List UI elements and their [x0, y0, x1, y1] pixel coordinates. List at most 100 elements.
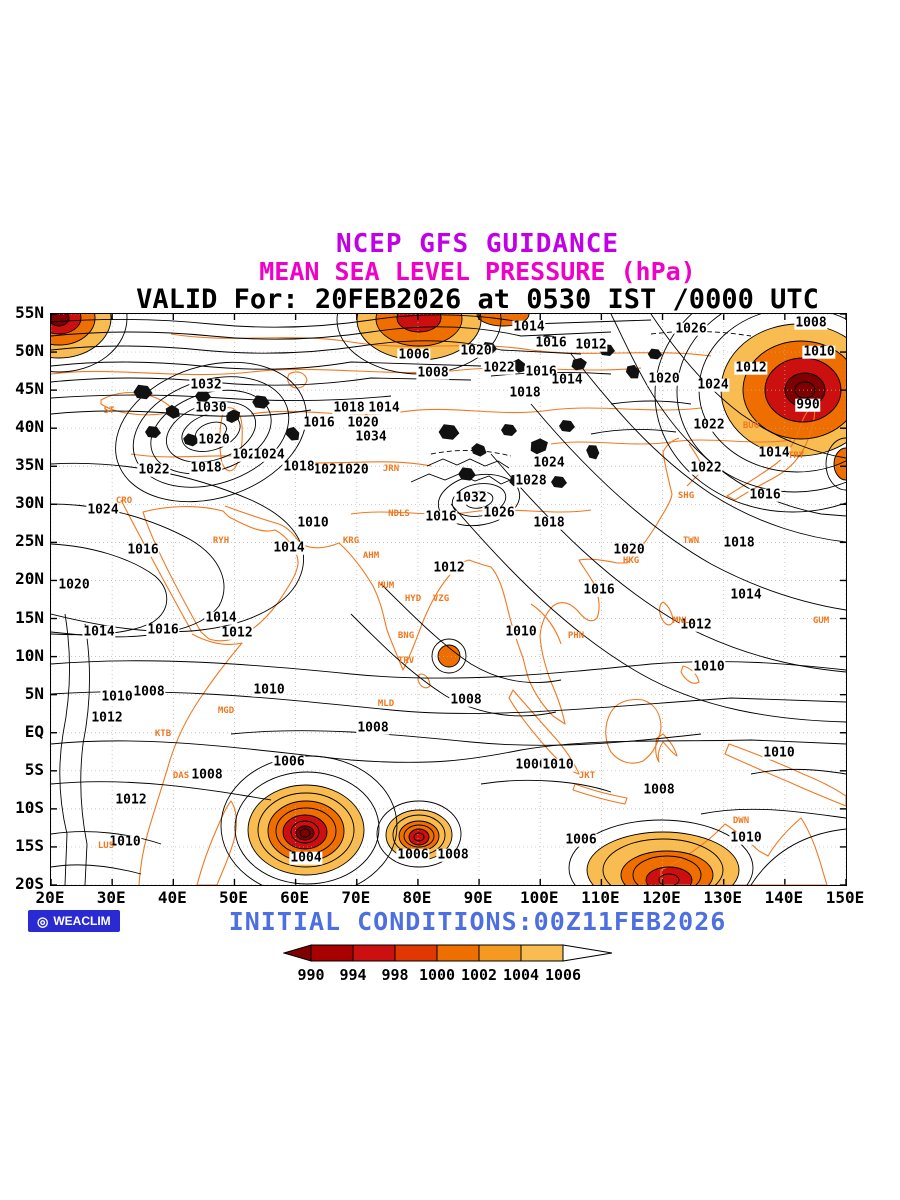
contour-label: 1022 — [137, 462, 171, 478]
contour-label: 1020 — [197, 432, 231, 448]
contour-label: 1010 — [802, 344, 836, 360]
colorbar-scale — [282, 944, 613, 962]
contour-label: 990 — [795, 397, 821, 413]
contour-label: 1006 — [564, 832, 598, 848]
contour-label: 1006 — [514, 757, 548, 773]
colorbar-segment — [394, 944, 438, 962]
contour-label: 1020 — [647, 371, 681, 387]
weaclim-text: WEACLIM — [53, 914, 111, 928]
colorbar-segment — [478, 944, 522, 962]
station-label-layer: ST CRO RYH JRN NDLS KRG AHM MUM HYD VZG BNG TRV MLD M… — [51, 314, 846, 885]
station-label: ST — [103, 406, 115, 416]
colorbar-segment — [352, 944, 396, 962]
lat-tick-label: 10N — [15, 645, 44, 665]
colorbar-tick-label: 998 — [381, 966, 409, 984]
station-label: TRY — [787, 451, 805, 461]
lat-tick-label: 50N — [15, 341, 44, 361]
contour-label: 1032 — [454, 490, 488, 506]
contour-label: 1010 — [504, 624, 538, 640]
station-label: DWN — [732, 816, 750, 826]
lat-tick-label: 35N — [15, 455, 44, 475]
colorbar-tick-label: 1000 — [418, 966, 456, 984]
weaclim-icon: ◎ — [37, 913, 49, 929]
lon-tick-label: 80E — [402, 888, 432, 907]
lat-tick-label: 40N — [15, 417, 44, 437]
lat-tick-label: 5N — [24, 683, 44, 703]
station-label: CRO — [115, 496, 133, 506]
contour-label: 1010 — [762, 745, 796, 761]
contour-label: 1008 — [416, 365, 450, 381]
contour-label: 1014 — [512, 319, 546, 335]
contour-label: 1010 — [729, 830, 763, 846]
lon-tick-label: 30E — [96, 888, 126, 907]
contour-label: 1010 — [692, 659, 726, 675]
contour-label: 1010 — [252, 682, 286, 698]
contour-label: 1010 — [541, 757, 575, 773]
contour-label: 1008 — [642, 782, 676, 798]
contour-label: 1026 — [674, 321, 708, 337]
contour-label: 1028 — [514, 473, 548, 489]
station-label: LUS — [97, 841, 115, 851]
contour-label: 1012 — [114, 792, 148, 808]
colorbar-tick-label: 994 — [339, 966, 367, 984]
station-label: MUM — [377, 581, 395, 591]
contour-label: 1030 — [194, 400, 228, 416]
contour-label: 1008 — [436, 847, 470, 863]
colorbar-arrow-high — [562, 944, 613, 962]
station-label: VZG — [432, 594, 450, 604]
contour-label: 1016 — [302, 415, 336, 431]
station-label: MLD — [377, 699, 395, 709]
lon-tick-label: 100E — [519, 888, 559, 907]
lon-tick-label: 150E — [825, 888, 865, 907]
contour-label: 1016 — [146, 622, 180, 638]
title-field: MEAN SEA LEVEL PRESSURE (hPa) — [259, 257, 696, 286]
contour-label: 1008 — [356, 720, 390, 736]
contour-label: 1010 — [296, 515, 330, 531]
contour-label: 1014 — [204, 610, 238, 626]
contour-label: 1024 — [252, 447, 286, 463]
colorbar: 990 994 998 1000 1002 1004 1006 — [282, 944, 615, 988]
contour-label: 1024 — [86, 502, 120, 518]
pressure-map: 1014 1016 1006 1020 1008 1022 1016 1014 1018 1012… — [50, 313, 847, 886]
station-label: TWN — [682, 536, 700, 546]
contour-label: 1020 — [336, 462, 370, 478]
station-label: KRG — [342, 536, 360, 546]
contour-label: 1020 — [459, 343, 493, 359]
lat-tick-label: 25N — [15, 531, 44, 551]
station-label: JKT — [578, 771, 596, 781]
colorbar-segment — [310, 944, 354, 962]
colorbar-tick-label: 1002 — [460, 966, 498, 984]
station-label: MGD — [217, 706, 235, 716]
station-label: RYH — [212, 536, 230, 546]
lat-tick-label: 15S — [15, 835, 44, 855]
contour-label: 1022 — [689, 460, 723, 476]
contour-label: 1018 — [532, 515, 566, 531]
contour-label: 1018 — [282, 459, 316, 475]
contour-label: 1018 — [722, 535, 756, 551]
contour-label: 1026 — [482, 505, 516, 521]
weaclim-logo: ◎ WEACLIM — [28, 910, 120, 932]
lon-tick-label: 140E — [764, 888, 804, 907]
colorbar-tick-label: 1004 — [502, 966, 540, 984]
contour-label: 1020 — [346, 415, 380, 431]
station-label: TRV — [397, 656, 415, 666]
contour-label: 1032 — [189, 377, 223, 393]
contour-label: 1012 — [574, 337, 608, 353]
station-label: JRN — [382, 464, 400, 474]
contour-label: 1022 — [482, 360, 516, 376]
lat-tick-label: EQ — [24, 721, 44, 741]
station-label: GUM — [812, 616, 830, 626]
lon-tick-label: 40E — [157, 888, 187, 907]
contour-label: 1012 — [432, 560, 466, 576]
contour-label: 1014 — [550, 372, 584, 388]
contour-label: 1020 — [612, 542, 646, 558]
contour-label: 1014 — [367, 400, 401, 416]
lon-tick-label: 90E — [463, 888, 493, 907]
contour-label: 1016 — [126, 542, 160, 558]
lon-tick-label: 60E — [280, 888, 310, 907]
contour-label: 1018 — [332, 400, 366, 416]
contour-label-layer: 1014 1016 1006 1020 1008 1022 1016 1014 1018 1012… — [51, 314, 846, 885]
station-label: KTB — [154, 729, 172, 739]
contour-label: 1024 — [696, 377, 730, 393]
